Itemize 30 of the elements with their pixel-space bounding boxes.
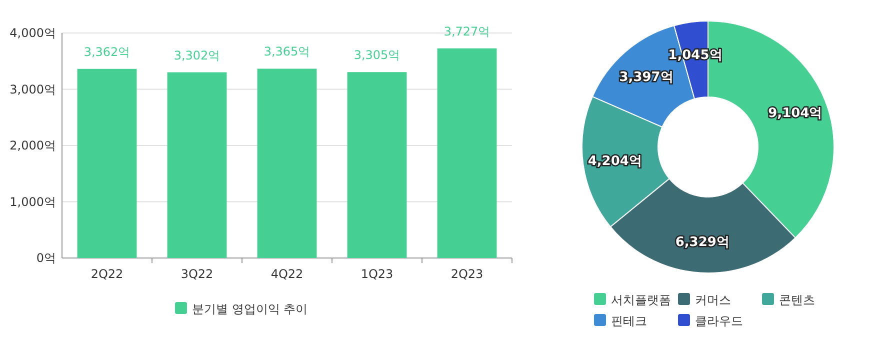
data-label: 3,397억 (619, 70, 674, 86)
legend-label: 콘텐츠 (779, 293, 815, 307)
bar (167, 72, 227, 258)
bar (77, 68, 137, 258)
y-tick-label: 1,000억 (10, 194, 56, 209)
bar (347, 72, 407, 258)
x-tick-label: 2Q22 (90, 267, 124, 281)
legend-label: 분기별 영업이익 추이 (192, 302, 308, 316)
y-tick-label: 3,000억 (10, 82, 56, 96)
x-tick-label: 2Q23 (450, 267, 484, 281)
data-label: 3,365억 (264, 44, 310, 59)
x-tick-label: 1Q23 (360, 267, 394, 281)
y-tick-label: 0억 (36, 251, 56, 265)
data-label: 3,362억 (84, 44, 130, 59)
legend-label: 커머스 (695, 293, 731, 307)
data-label: 4,204억 (588, 154, 642, 169)
data-label: 6,329억 (675, 234, 730, 250)
legend-label: 서치플랫폼 (611, 293, 671, 307)
data-label: 3,727억 (444, 24, 490, 38)
y-tick-label: 4,000억 (10, 26, 56, 40)
data-label: 9,104억 (768, 106, 822, 121)
legend-label: 핀테크 (611, 314, 647, 328)
bar (257, 68, 317, 258)
data-label: 3,302억 (174, 48, 220, 62)
x-tick-label: 3Q22 (180, 267, 214, 281)
data-label: 3,305억 (354, 48, 400, 62)
y-tick-label: 2,000억 (10, 138, 56, 152)
x-tick-label: 4Q22 (270, 267, 304, 281)
bar (437, 48, 497, 258)
legend-label: 클라우드 (695, 314, 743, 328)
